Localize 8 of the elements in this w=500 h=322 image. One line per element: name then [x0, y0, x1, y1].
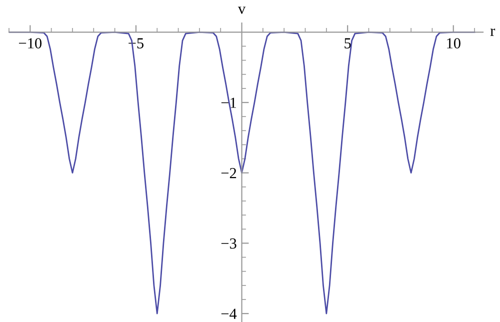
x-tick-label: 5 — [344, 38, 351, 48]
x-tick-label: 10 — [447, 38, 460, 48]
y-tick-label: −2 — [221, 168, 236, 178]
x-axis-title: r — [490, 28, 496, 36]
y-axis-title: v — [238, 6, 246, 14]
y-tick-label: −3 — [221, 238, 236, 249]
x-tick-label: −10 — [18, 38, 42, 48]
y-tick-label: −4 — [221, 308, 237, 319]
